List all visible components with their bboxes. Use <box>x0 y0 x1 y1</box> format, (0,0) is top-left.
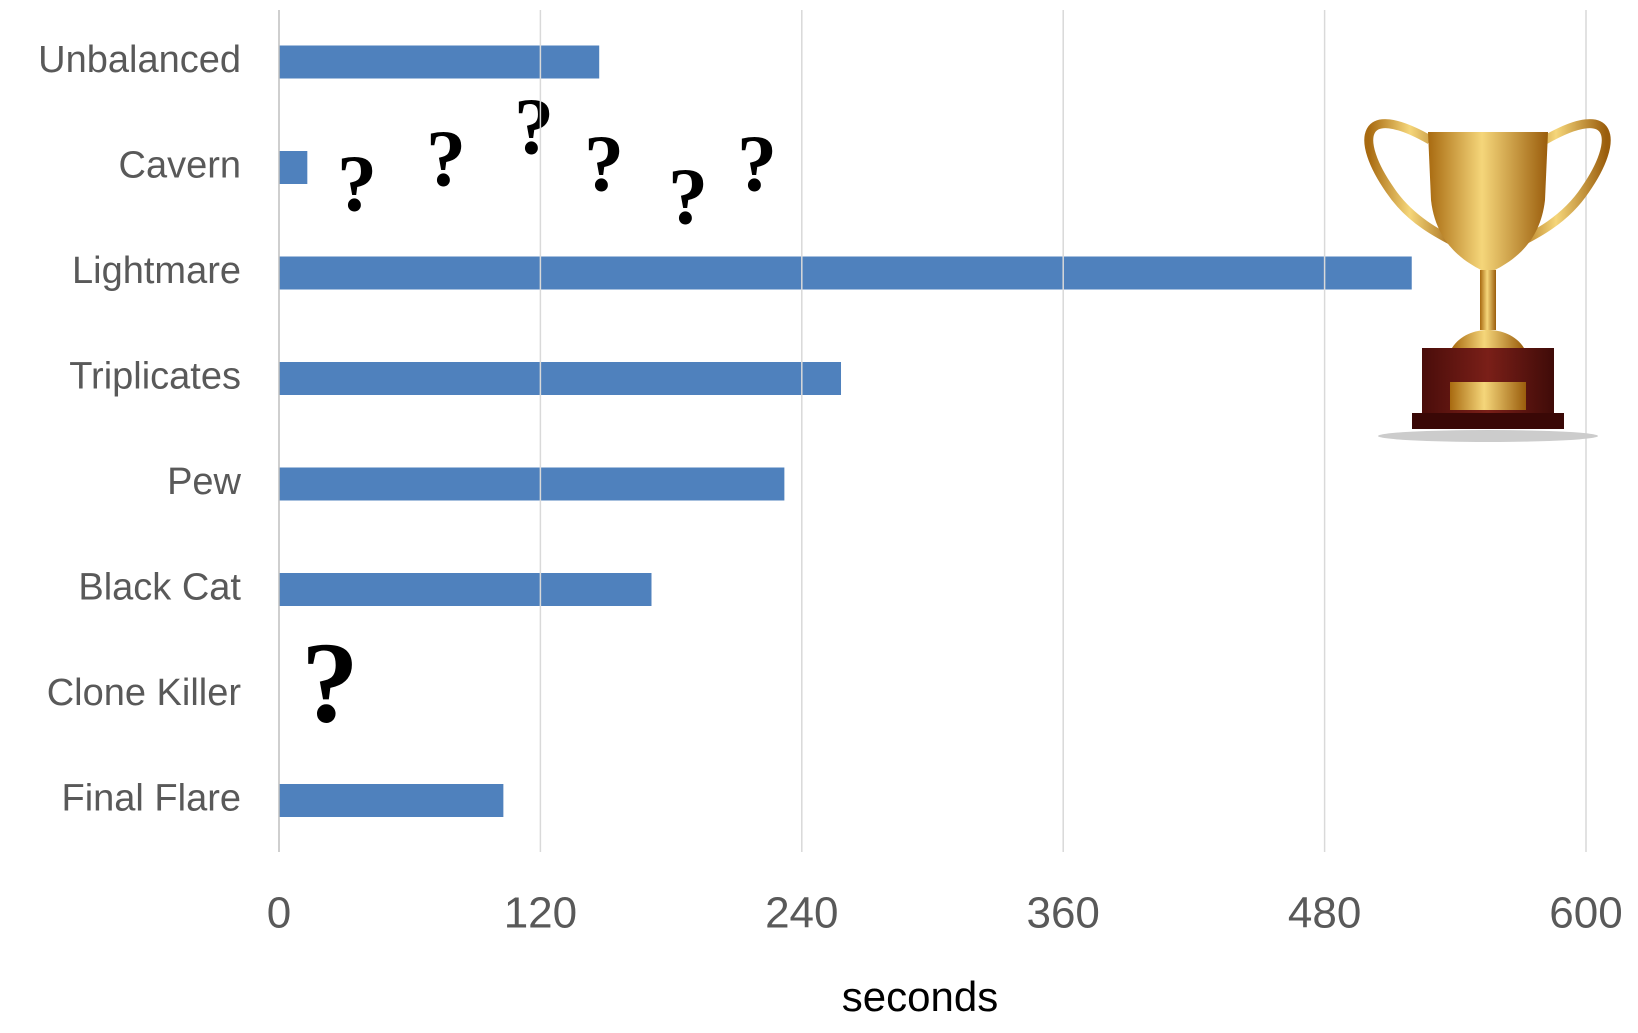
y-tick-label: Clone Killer <box>47 672 242 714</box>
question-mark: ? <box>737 120 777 208</box>
x-axis-label: seconds <box>842 973 998 1020</box>
y-tick-label: Cavern <box>119 145 242 187</box>
bar <box>279 467 785 501</box>
x-tick-label: 240 <box>765 889 838 938</box>
trophy <box>1364 119 1611 442</box>
y-tick-label: Final Flare <box>62 778 242 820</box>
x-tick-label: 360 <box>1026 889 1099 938</box>
y-tick-label: Lightmare <box>72 250 241 292</box>
bar <box>279 45 600 79</box>
question-mark: ? <box>337 140 377 228</box>
x-tick-label: 120 <box>504 889 577 938</box>
bar <box>279 151 308 184</box>
y-tick-label: Black Cat <box>78 567 241 609</box>
y-tick-label: Triplicates <box>69 356 241 398</box>
bar <box>279 573 652 606</box>
question-mark: ? <box>514 83 554 171</box>
x-tick-label: 480 <box>1288 889 1361 938</box>
y-tick-label: Pew <box>167 461 241 503</box>
y-tick-label: Unbalanced <box>38 39 241 81</box>
question-mark: ? <box>426 115 466 203</box>
bar <box>279 784 504 817</box>
question-mark: ? <box>301 619 359 746</box>
x-tick-label: 0 <box>267 889 291 938</box>
question-mark: ? <box>584 120 624 208</box>
bar <box>279 256 1412 290</box>
bar <box>279 362 842 395</box>
question-mark: ? <box>668 153 708 241</box>
x-tick-label: 600 <box>1549 889 1622 938</box>
